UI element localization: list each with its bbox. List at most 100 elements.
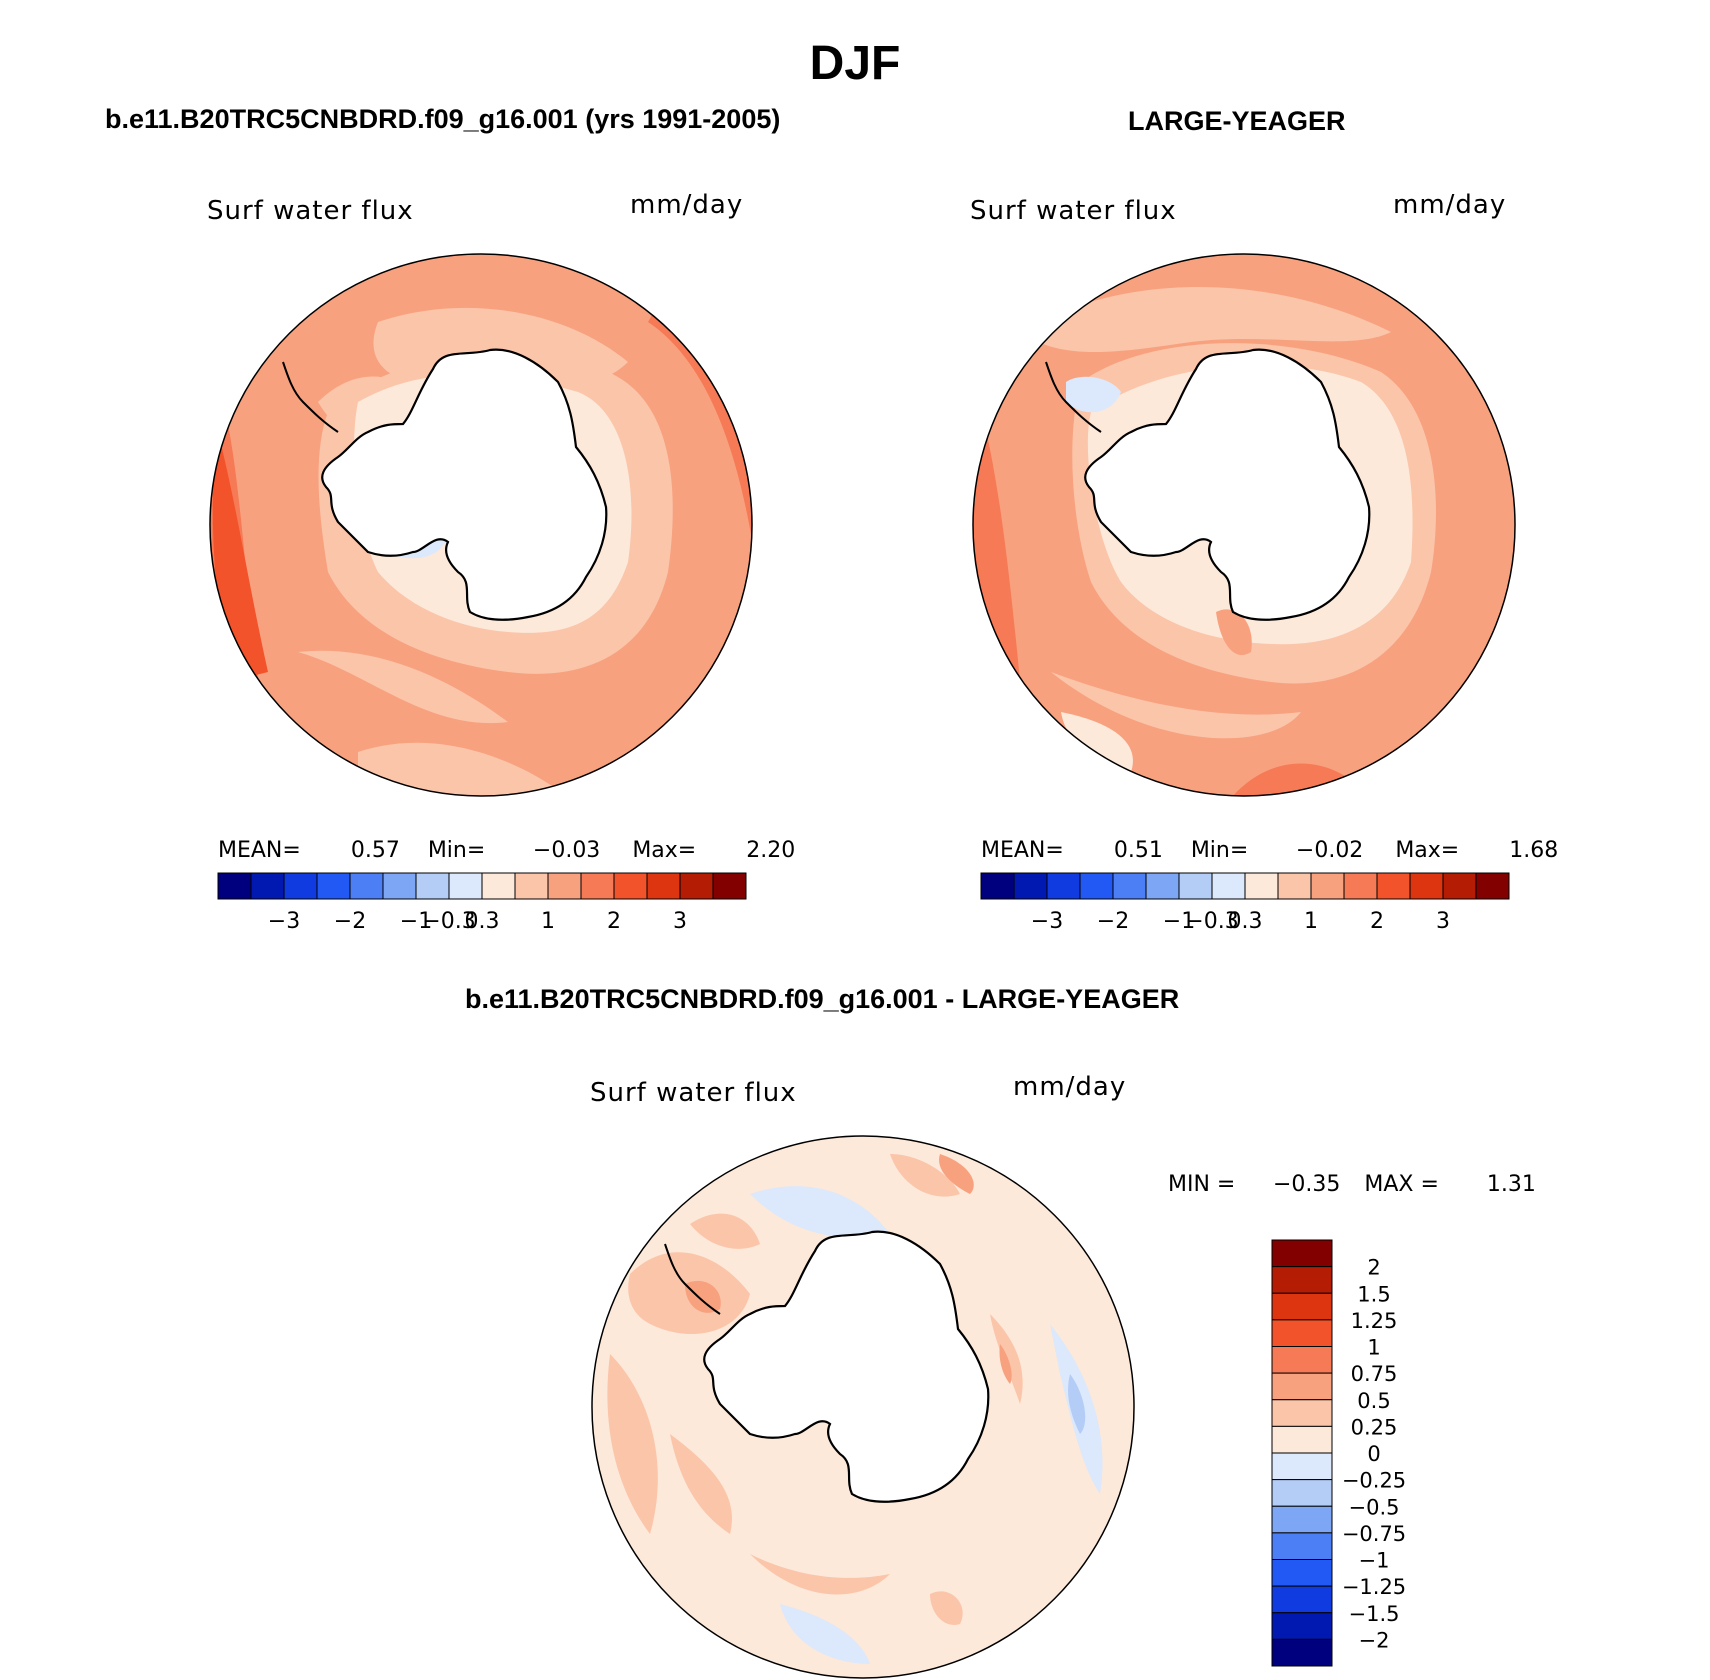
panel1-colorbar-tick-label: 1 (541, 909, 555, 934)
difference-units-label: mm/day (1013, 1072, 1127, 1102)
difference-colorbar: 21.51.2510.750.50.250−0.25−0.5−0.75−1−1.… (1271, 1239, 1406, 1667)
panel2-min-label: Min= (1190, 838, 1249, 863)
panel1-peninsula-outline (282, 361, 339, 433)
panel1-variable-label: Surf water flux (207, 196, 414, 226)
panel2-colorbar-swatch (1013, 872, 1048, 900)
panel2-colorbar-swatch (1343, 872, 1378, 900)
panel2-peninsula-outline (1045, 361, 1102, 433)
panel1-colorbar-swatch (283, 872, 318, 900)
panel1-colorbar-swatch (316, 872, 351, 900)
panel2-title: LARGE-YEAGER (1128, 106, 1346, 136)
difference-colorbar-swatch (1271, 1239, 1333, 1268)
difference-colorbar-swatch (1271, 1292, 1333, 1321)
panel2-colorbar-swatch (1310, 872, 1345, 900)
difference-antarctica-outline (703, 1230, 990, 1503)
difference-colorbar-swatch (1271, 1479, 1333, 1507)
panel1-colorbar-tick-label: −3 (268, 909, 300, 934)
panel1-colorbar-tick-label: −1 (400, 909, 432, 934)
difference-colorbar-tick-label: 1.5 (1357, 1282, 1390, 1306)
panel1-max-label: Max= (632, 838, 697, 863)
difference-title: b.e11.B20TRC5CNBDRD.f09_g16.001 - LARGE-… (465, 984, 1180, 1014)
difference-colorbar-swatch (1271, 1612, 1333, 1640)
panel1-colorbar-tick-label: 0.3 (465, 909, 500, 934)
difference-colorbar-swatch (1271, 1372, 1333, 1401)
panel1-colorbar-swatch (679, 872, 714, 900)
difference-variable-label: Surf water flux (590, 1078, 797, 1108)
panel2-polar-map (972, 253, 1516, 797)
panel2-mean-label: MEAN= (981, 838, 1064, 863)
difference-colorbar-tick-label: 0.25 (1351, 1415, 1398, 1439)
panel2-variable-label: Surf water flux (970, 196, 1177, 226)
difference-colorbar-swatch (1271, 1585, 1333, 1614)
difference-colorbar-tick-label: −2 (1359, 1628, 1390, 1652)
panel1-colorbar: −3 −2 −1−0.30.3 1 2 3 (217, 872, 747, 934)
difference-max-value: 1.31 (1486, 1172, 1536, 1197)
difference-colorbar-swatch (1271, 1532, 1333, 1560)
panel2-stats: MEAN= 0.51 Min= −0.02 Max= 1.68 (981, 838, 1558, 863)
panel2-colorbar-tick-label: 3 (1436, 909, 1450, 934)
difference-colorbar-swatch (1271, 1425, 1333, 1454)
difference-colorbar-swatch (1271, 1505, 1333, 1534)
panel2-colorbar-tick-label: −3 (1031, 909, 1063, 934)
panel1-colorbar-swatch (382, 872, 417, 900)
panel2-colorbar-swatch (1277, 872, 1312, 900)
panel2-colorbar-tick-label: 2 (1370, 909, 1384, 934)
difference-min-label: MIN = (1168, 1172, 1236, 1197)
page-title: DJF (809, 37, 901, 90)
panel1-colorbar-tick-label: 3 (673, 909, 687, 934)
panel1-colorbar-swatch (580, 872, 615, 900)
panel1-colorbar-swatch (448, 872, 483, 900)
difference-peninsula-outline (664, 1243, 721, 1315)
panel2-colorbar-swatch (1442, 872, 1477, 900)
panel1-colorbar-swatch (217, 872, 252, 900)
panel2-colorbar-swatch (1112, 872, 1147, 900)
panel2-colorbar-swatch (980, 872, 1015, 900)
panel2-colorbar-swatch (1409, 872, 1444, 900)
panel2-colorbar-swatch (1244, 872, 1279, 900)
panel2-colorbar-tick-label: 0.3 (1228, 909, 1263, 934)
panel1-title: b.e11.B20TRC5CNBDRD.f09_g16.001 (yrs 199… (105, 104, 781, 134)
panel1-colorbar-tick-label: −0.3 (422, 909, 475, 934)
panel2-colorbar-swatch (1178, 872, 1213, 900)
difference-colorbar-tick-label: −1.25 (1342, 1575, 1406, 1599)
difference-colorbar-swatch (1271, 1399, 1333, 1427)
difference-colorbar-swatch (1271, 1266, 1333, 1294)
panel2-colorbar-swatch (1211, 872, 1246, 900)
panel2-colorbar-swatch (1475, 872, 1510, 900)
panel2-colorbar-swatch (1079, 872, 1114, 900)
panel1-colorbar-swatch (481, 872, 516, 900)
difference-polar-map (591, 1135, 1135, 1679)
panel2-colorbar: −3 −2 −1−0.30.3 1 2 3 (980, 872, 1510, 934)
panel2-colorbar-swatch (1145, 872, 1180, 900)
panel1-colorbar-swatch (547, 872, 582, 900)
difference-colorbar-swatch (1271, 1319, 1333, 1347)
difference-colorbar-tick-label: −0.75 (1342, 1522, 1406, 1546)
difference-colorbar-tick-label: −0.25 (1342, 1469, 1406, 1493)
panel1-map-border (209, 253, 753, 797)
panel1-colorbar-tick-label: 2 (607, 909, 621, 934)
panel2-colorbar-swatch (1046, 872, 1081, 900)
difference-max-label: MAX = (1364, 1172, 1439, 1197)
panel1-antarctica-outline (321, 348, 608, 621)
panel1-units-label: mm/day (630, 190, 744, 220)
panel2-colorbar-tick-label: −0.3 (1185, 909, 1238, 934)
difference-colorbar-swatch (1271, 1346, 1333, 1374)
difference-colorbar-tick-label: −0.5 (1349, 1495, 1400, 1519)
panel1-polar-map (209, 253, 753, 797)
panel1-colorbar-swatch (349, 872, 384, 900)
difference-colorbar-tick-label: −1.5 (1349, 1602, 1400, 1626)
panel1-colorbar-tick-label: −2 (334, 909, 366, 934)
difference-colorbar-tick-label: 1.25 (1351, 1309, 1398, 1333)
panel1-colorbar-swatch (250, 872, 285, 900)
panel1-colorbar-swatch (415, 872, 450, 900)
difference-colorbar-tick-label: 2 (1367, 1256, 1380, 1280)
panel2-colorbar-swatch (1376, 872, 1411, 900)
panel1-stats: MEAN= 0.57 Min= −0.03 Max= 2.20 (218, 838, 795, 863)
difference-colorbar-swatch (1271, 1452, 1333, 1481)
difference-colorbar-tick-label: −1 (1359, 1549, 1390, 1573)
panel2-min-value: −0.02 (1295, 838, 1364, 863)
panel2-antarctica-outline (1084, 348, 1371, 621)
difference-colorbar-tick-label: 1 (1367, 1336, 1380, 1360)
panel1-mean-value: 0.57 (350, 838, 400, 863)
difference-colorbar-swatch (1271, 1638, 1333, 1667)
